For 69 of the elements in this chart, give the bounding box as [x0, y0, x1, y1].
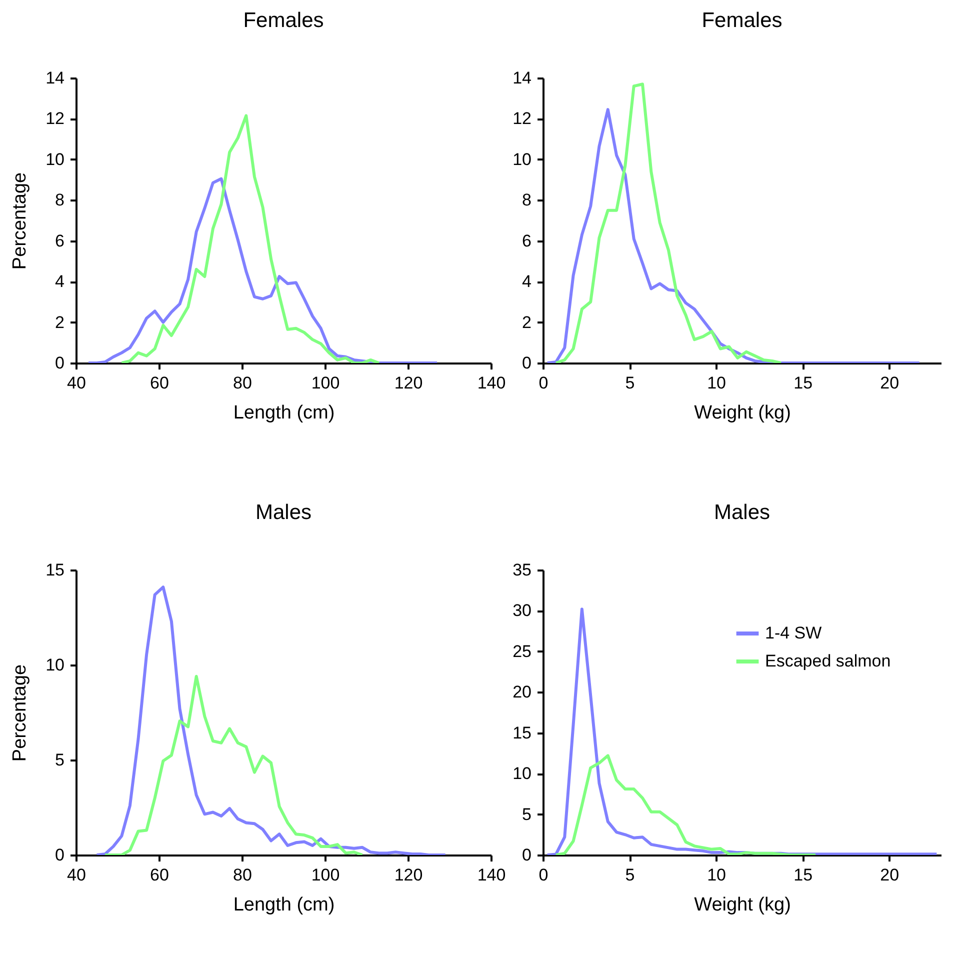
y-tick-label: 10 — [46, 656, 64, 674]
x-axis-title: Weight (kg) — [694, 894, 791, 916]
x-tick-label: 0 — [538, 866, 548, 884]
y-tick-label: 2 — [55, 312, 64, 332]
y-tick-label: 0 — [522, 846, 532, 864]
y-tick-label: 25 — [512, 642, 532, 661]
x-axis-title: Length (cm) — [233, 894, 335, 916]
x-tick-label: 80 — [233, 374, 252, 392]
y-tick-label: 8 — [55, 190, 64, 210]
x-tick-label: 40 — [67, 866, 86, 884]
chart-title: Females — [702, 9, 782, 32]
x-tick-label: 140 — [477, 374, 506, 392]
y-tick-label: 5 — [522, 804, 532, 824]
legend-label: 1-4 SW — [765, 624, 822, 642]
chart-title: Males — [714, 501, 770, 524]
chart-title: Females — [243, 9, 324, 32]
x-tick-label: 15 — [794, 866, 813, 884]
chart-title: Males — [255, 501, 312, 524]
y-axis-title: Percentage — [10, 172, 31, 270]
x-tick-label: 120 — [394, 866, 423, 884]
x-tick-label: 40 — [67, 374, 86, 392]
line-series — [554, 82, 782, 363]
legend-label: Escaped salmon — [765, 652, 891, 670]
x-tick-label: 100 — [311, 374, 340, 392]
x-tick-label: 80 — [233, 866, 252, 884]
y-axis-title: Percentage — [10, 664, 31, 762]
x-tick-label: 60 — [150, 866, 169, 884]
y-tick-label: 12 — [46, 109, 64, 128]
x-tick-label: 10 — [707, 866, 726, 884]
x-tick-label: 20 — [880, 866, 900, 884]
x-axis-title: Length (cm) — [233, 402, 335, 424]
line-series — [554, 754, 818, 855]
x-tick-label: 20 — [880, 374, 900, 392]
x-tick-label: 15 — [794, 374, 813, 392]
y-tick-label: 0 — [55, 354, 64, 372]
line-series — [86, 177, 439, 363]
x-tick-label: 0 — [538, 374, 548, 392]
y-tick-label: 10 — [512, 764, 532, 784]
y-tick-label: 15 — [46, 560, 64, 580]
y-tick-label: 30 — [512, 601, 532, 620]
x-tick-label: 5 — [625, 866, 635, 884]
y-tick-label: 6 — [522, 231, 532, 250]
x-tick-label: 100 — [311, 866, 340, 884]
y-tick-label: 12 — [512, 109, 532, 128]
x-tick-label: 60 — [150, 374, 169, 392]
y-tick-label: 35 — [512, 560, 532, 580]
y-tick-label: 14 — [512, 68, 532, 88]
x-axis-title: Weight (kg) — [694, 402, 791, 424]
y-tick-label: 20 — [512, 682, 532, 702]
y-tick-label: 10 — [512, 150, 532, 169]
y-tick-label: 4 — [55, 272, 64, 292]
line-series — [120, 114, 380, 363]
y-tick-label: 0 — [55, 846, 64, 864]
y-tick-label: 5 — [55, 750, 64, 770]
y-tick-label: 6 — [55, 231, 64, 250]
y-tick-label: 2 — [522, 312, 532, 332]
y-tick-label: 14 — [46, 68, 64, 88]
x-tick-label: 10 — [707, 374, 726, 392]
line-series — [104, 674, 364, 855]
y-tick-label: 4 — [522, 272, 532, 292]
y-tick-label: 10 — [46, 150, 64, 169]
x-tick-label: 140 — [477, 866, 506, 884]
line-series — [546, 108, 921, 363]
y-tick-label: 8 — [522, 190, 532, 210]
x-tick-label: 120 — [394, 374, 423, 392]
x-tick-label: 5 — [625, 374, 635, 392]
y-tick-label: 0 — [522, 354, 532, 372]
y-tick-label: 15 — [512, 723, 532, 742]
line-series — [95, 586, 447, 855]
